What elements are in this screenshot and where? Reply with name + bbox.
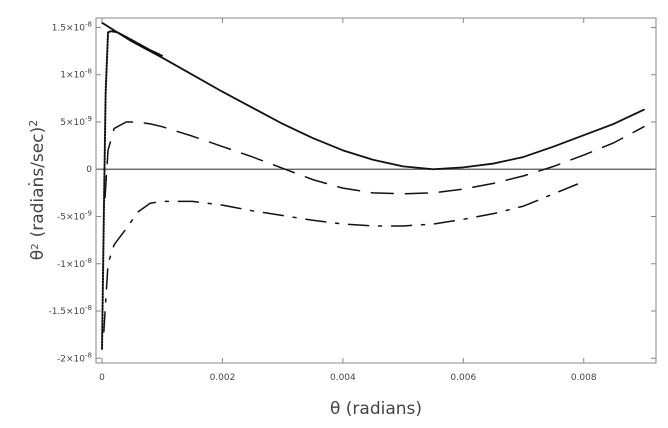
y-tick-exponent: -8 [85, 68, 92, 76]
y-tick-label: -2×10-8 [57, 351, 92, 364]
y-tick-mantissa: 0 [86, 165, 92, 175]
y-tick-mantissa: -1.5×10 [48, 307, 85, 317]
y-label-units-sup: 2 [27, 120, 40, 127]
y-ticks: 1.5×10-81×10-85×10-90-5×10-9-1×10-8-1.5×… [48, 20, 656, 364]
y-tick-mantissa: -5×10 [57, 212, 85, 222]
series-line-2 [101, 30, 164, 350]
y-tick-label: -1×10-8 [57, 257, 92, 270]
x-tick-label: 0.002 [210, 373, 236, 383]
y-tick-mantissa: 5×10 [60, 118, 85, 128]
series-line-3 [104, 121, 645, 199]
y-tick-label: 1.5×10-8 [52, 20, 92, 33]
y-label-dot: ˙ [25, 181, 34, 201]
series-group [101, 21, 645, 350]
y-tick-exponent: -8 [85, 351, 92, 359]
y-tick-mantissa: -1×10 [57, 260, 85, 270]
y-tick-exponent: -8 [85, 304, 92, 312]
y-tick-label: -1.5×10-8 [48, 304, 92, 317]
plot-frame [95, 17, 657, 364]
y-axis-label: θ2(radians/sec)2 [27, 120, 49, 260]
x-axis-label: θ (radians) [330, 399, 422, 419]
x-tick-label: 0.008 [571, 373, 597, 383]
series-line-4 [103, 180, 585, 333]
y-tick-exponent: -9 [85, 115, 92, 123]
x-tick-label: 0.006 [450, 373, 476, 383]
x-tick-label: 0.004 [330, 373, 356, 383]
x-ticks: 0 0.002 0.004 0.006 0.008 [99, 18, 597, 383]
svg-text:θ2(radians/sec)2: θ2(radians/sec)2 [27, 120, 49, 260]
y-tick-exponent: -9 [85, 209, 92, 217]
y-label-sup: 2 [30, 243, 41, 249]
y-tick-label: -5×10-9 [57, 209, 92, 222]
y-label-theta: θ [28, 250, 48, 260]
y-label-units: (radians/sec) [28, 127, 48, 238]
y-tick-label: 5×10-9 [60, 115, 92, 128]
y-tick-mantissa: 1×10 [60, 71, 85, 81]
y-tick-mantissa: -2×10 [57, 354, 85, 364]
y-tick-mantissa: 1.5×10 [52, 23, 86, 33]
y-tick-label: 0 [86, 165, 92, 175]
y-tick-exponent: -8 [85, 257, 92, 265]
y-tick-exponent: -8 [85, 20, 92, 28]
y-tick-label: 1×10-8 [60, 68, 92, 81]
series-line-1 [101, 21, 645, 171]
x-tick-label: 0 [99, 373, 105, 383]
